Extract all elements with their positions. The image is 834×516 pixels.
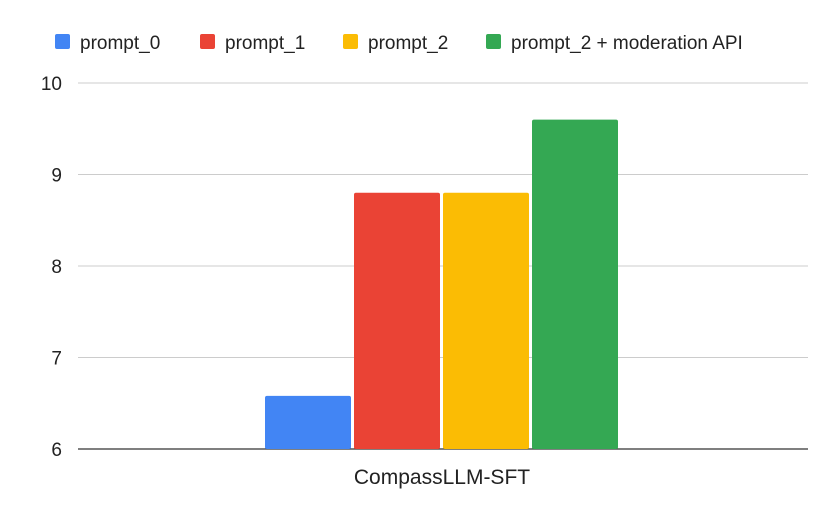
bar-prompt-2-moderation-api	[532, 119, 618, 449]
y-axis-ticks: 6 7 8 9 10	[41, 74, 62, 461]
legend-swatch-prompt-2	[343, 34, 358, 49]
y-tick-label: 10	[41, 74, 62, 95]
bars	[265, 119, 618, 450]
bar-prompt-1	[354, 192, 440, 450]
legend-label-prompt-2: prompt_2	[368, 33, 448, 54]
bar-prompt-0	[265, 395, 351, 449]
legend-swatch-prompt-0	[55, 34, 70, 49]
legend: prompt_0 prompt_1 prompt_2 prompt_2 + mo…	[55, 33, 743, 54]
legend-label-prompt-2-moderation: prompt_2 + moderation API	[511, 33, 743, 54]
y-tick-label: 9	[51, 166, 62, 187]
legend-swatch-prompt-2-moderation	[486, 34, 501, 49]
y-tick-label: 8	[51, 257, 62, 278]
legend-label-prompt-0: prompt_0	[80, 33, 160, 54]
y-tick-label: 6	[51, 440, 62, 461]
y-tick-label: 7	[51, 349, 62, 370]
x-category-label: CompassLLM-SFT	[354, 466, 530, 489]
bar-prompt-2	[443, 192, 529, 450]
legend-label-prompt-1: prompt_1	[225, 33, 305, 54]
legend-swatch-prompt-1	[200, 34, 215, 49]
